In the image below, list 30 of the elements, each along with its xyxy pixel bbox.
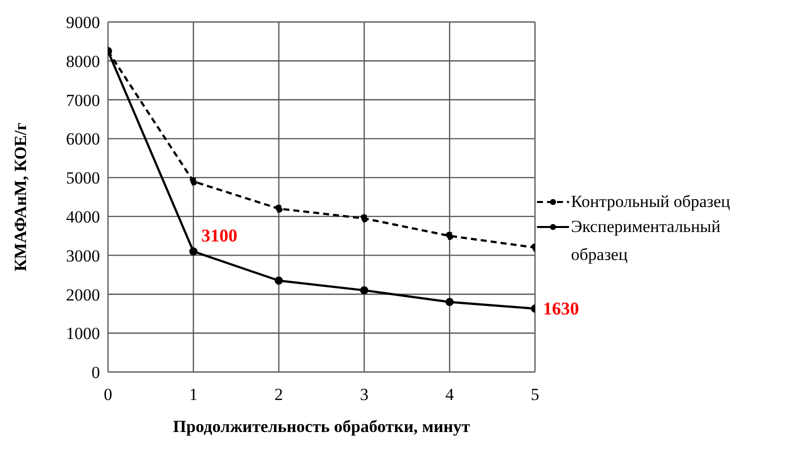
point — [189, 247, 198, 256]
point — [446, 298, 454, 306]
data-label: 1630 — [543, 298, 579, 319]
point — [274, 204, 283, 213]
y-tick-label: 7000 — [66, 90, 100, 110]
y-tick-label: 8000 — [66, 52, 100, 71]
y-tick-label: 6000 — [66, 130, 100, 149]
x-tick-label: 3 — [360, 385, 368, 404]
x-tick-label: 2 — [274, 385, 284, 404]
y-tick-label: 2000 — [66, 285, 100, 304]
y-tick-label: 4000 — [66, 207, 100, 226]
y-tick-label: 1000 — [66, 324, 100, 344]
point — [274, 276, 283, 285]
y-tick-label: 0 — [92, 363, 100, 382]
point — [360, 286, 368, 294]
y-tick-label: 3000 — [66, 246, 100, 266]
point — [360, 214, 368, 222]
point — [189, 177, 198, 186]
data-label: 3100 — [201, 225, 238, 246]
legend-label: Экспериментальный образец — [571, 216, 722, 266]
x-tick-label: 1 — [189, 385, 198, 404]
y-axis-title: КМАФАнМ, КОЕ/г — [11, 122, 30, 272]
legend-label: Контрольный образец — [571, 191, 730, 213]
y-tick-label: 5000 — [66, 168, 100, 188]
x-axis-title: Продолжительность обработки, минут — [172, 417, 471, 436]
y-tick-label: 9000 — [66, 13, 100, 32]
x-tick-label: 0 — [104, 385, 112, 404]
point — [446, 232, 454, 240]
x-tick-label: 5 — [530, 385, 540, 404]
x-tick-label: 4 — [445, 385, 454, 404]
